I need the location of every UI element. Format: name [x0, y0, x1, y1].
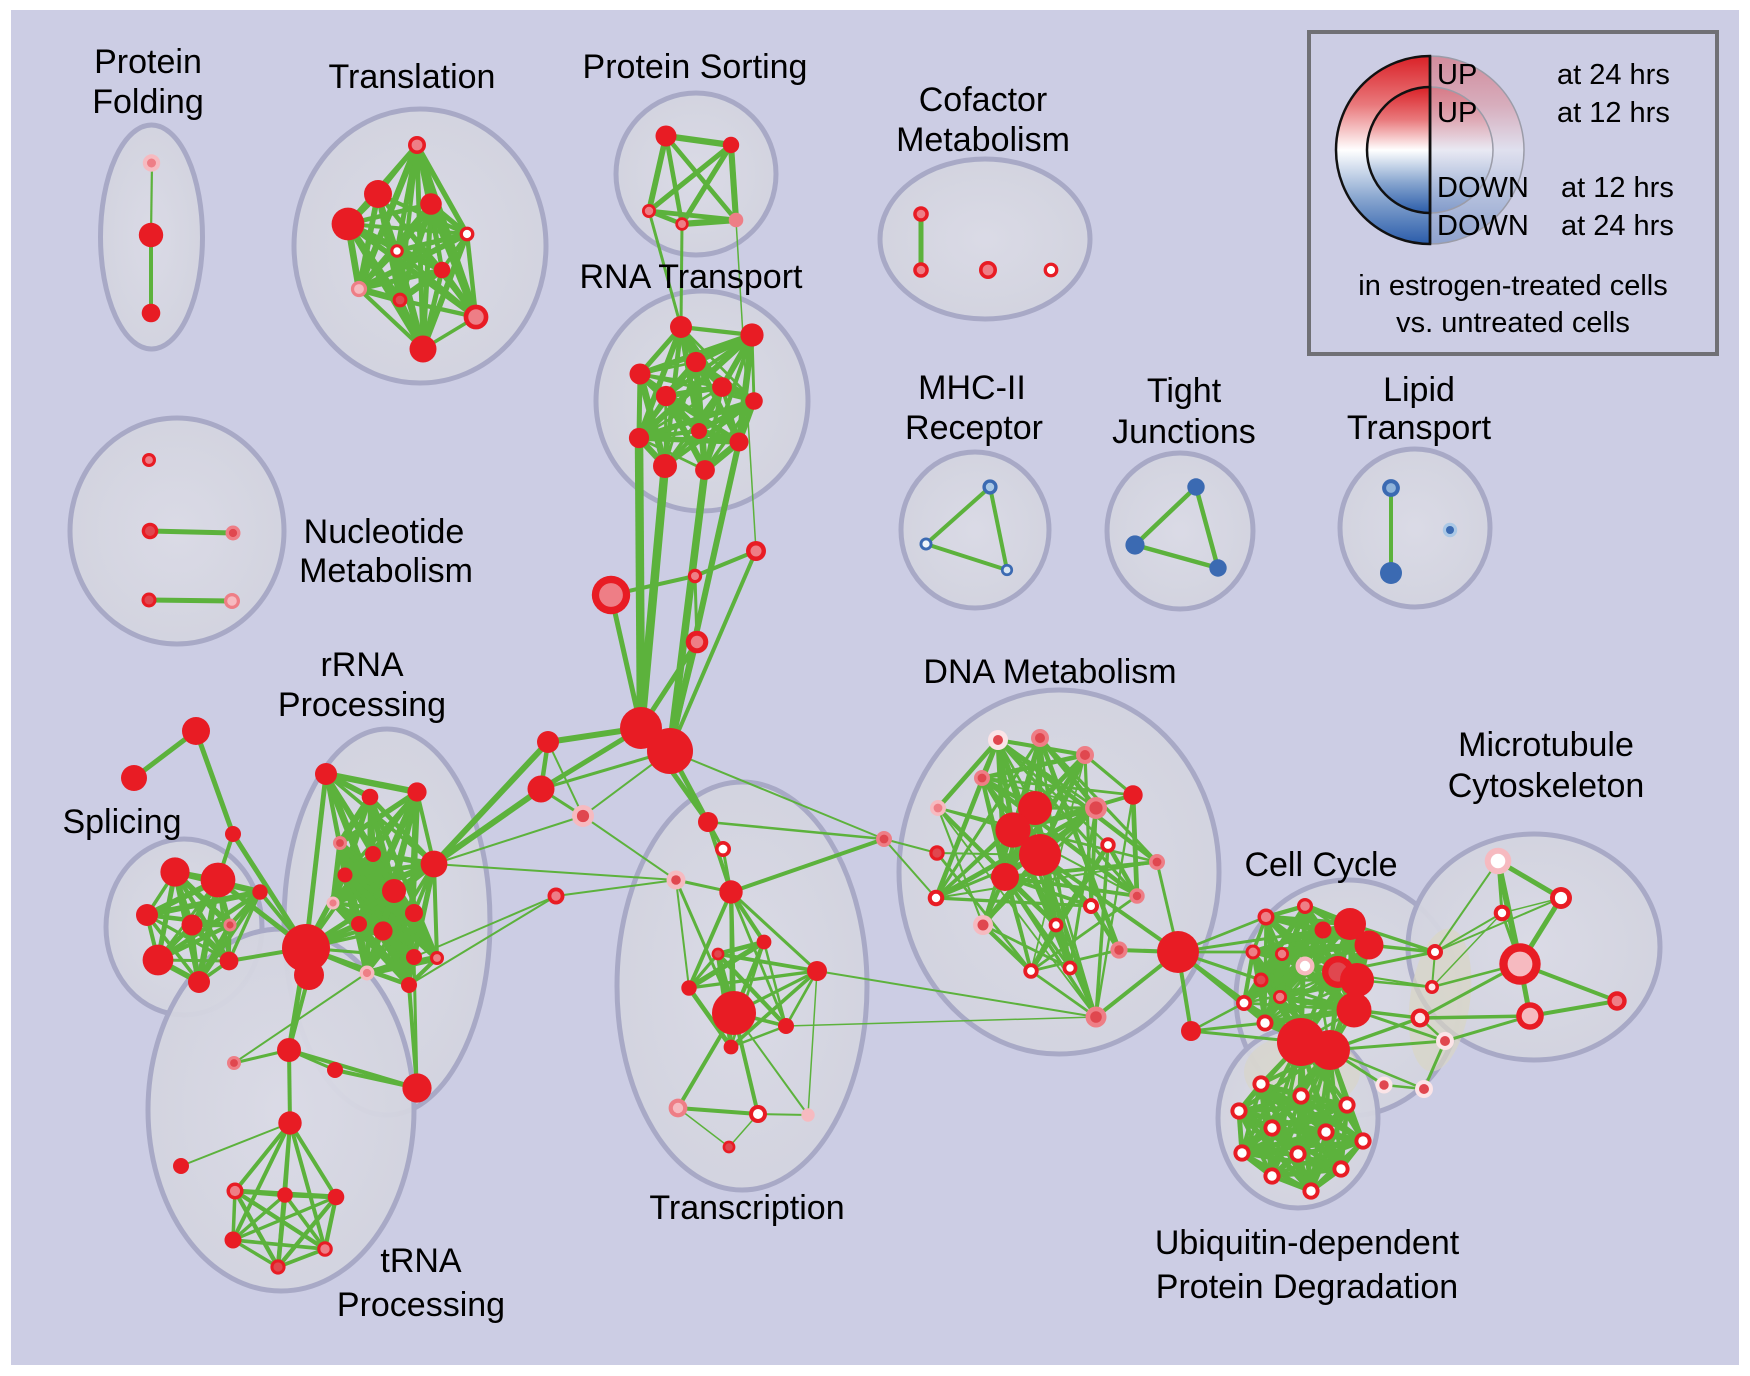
- svg-text:Lipid: Lipid: [1383, 371, 1455, 409]
- svg-text:at 24 hrs: at 24 hrs: [1557, 59, 1670, 91]
- svg-text:Protein Degradation: Protein Degradation: [1156, 1268, 1458, 1306]
- svg-text:Translation: Translation: [329, 58, 496, 96]
- svg-text:Microtubule: Microtubule: [1458, 726, 1634, 764]
- svg-text:Junctions: Junctions: [1112, 413, 1256, 451]
- svg-text:Splicing: Splicing: [62, 803, 181, 841]
- svg-text:at 24 hrs: at 24 hrs: [1561, 210, 1674, 242]
- svg-text:RNA Transport: RNA Transport: [580, 258, 804, 296]
- svg-text:rRNA: rRNA: [320, 646, 403, 684]
- svg-text:UP: UP: [1437, 59, 1477, 91]
- svg-text:at 12 hrs: at 12 hrs: [1557, 97, 1670, 129]
- svg-text:tRNA: tRNA: [380, 1242, 462, 1280]
- svg-text:Cytoskeleton: Cytoskeleton: [1448, 767, 1645, 805]
- svg-text:Ubiquitin-dependent: Ubiquitin-dependent: [1155, 1224, 1460, 1262]
- svg-text:UP: UP: [1437, 97, 1477, 129]
- svg-text:Protein Sorting: Protein Sorting: [583, 48, 808, 86]
- svg-text:Folding: Folding: [92, 83, 204, 121]
- svg-text:MHC-II: MHC-II: [918, 369, 1026, 407]
- svg-text:Processing: Processing: [278, 686, 446, 724]
- svg-text:Cofactor: Cofactor: [919, 81, 1048, 119]
- svg-text:in estrogen-treated cells: in estrogen-treated cells: [1358, 270, 1668, 302]
- svg-text:DNA Metabolism: DNA Metabolism: [923, 653, 1176, 691]
- svg-text:DOWN: DOWN: [1437, 210, 1529, 242]
- svg-text:vs. untreated cells: vs. untreated cells: [1396, 307, 1630, 339]
- svg-text:Receptor: Receptor: [905, 409, 1043, 447]
- svg-text:Transcription: Transcription: [649, 1189, 844, 1227]
- svg-text:Transport: Transport: [1347, 409, 1492, 447]
- svg-text:at 12 hrs: at 12 hrs: [1561, 172, 1674, 204]
- svg-text:Tight: Tight: [1147, 372, 1222, 410]
- svg-text:Metabolism: Metabolism: [299, 552, 473, 590]
- svg-text:DOWN: DOWN: [1437, 172, 1529, 204]
- svg-text:Protein: Protein: [94, 43, 202, 81]
- svg-text:Cell Cycle: Cell Cycle: [1244, 846, 1397, 884]
- svg-text:Nucleotide: Nucleotide: [304, 513, 465, 551]
- svg-text:Metabolism: Metabolism: [896, 121, 1070, 159]
- svg-text:Processing: Processing: [337, 1286, 505, 1324]
